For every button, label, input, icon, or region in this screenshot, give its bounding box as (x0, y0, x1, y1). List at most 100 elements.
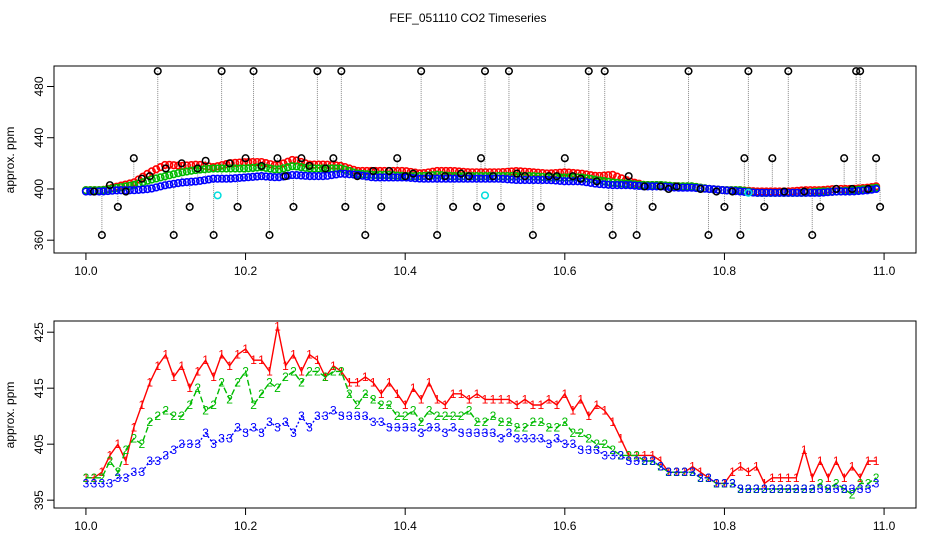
series-3-marker: 3 (522, 432, 529, 446)
series-3-marker: 3 (833, 482, 840, 496)
series-1-point (441, 166, 450, 176)
series-2-point (253, 163, 262, 172)
series-3-marker: 3 (346, 409, 353, 423)
raw-point (169, 231, 178, 240)
series-3-marker: 3 (729, 476, 736, 490)
series-2-point (270, 165, 279, 174)
series-1-point (257, 157, 266, 167)
series-1-marker: 1 (657, 454, 664, 468)
series-1-marker: 1 (154, 359, 161, 373)
series-1-marker: 1 (314, 353, 321, 367)
series-3-point (771, 188, 780, 197)
series-3-point (630, 181, 639, 190)
series-1-marker: 1 (641, 448, 648, 462)
series-3-marker: 3 (625, 454, 632, 468)
series-3-point (314, 172, 323, 181)
series-1-marker: 1 (282, 359, 289, 373)
series-3-marker: 3 (705, 471, 712, 485)
series-3-marker: 3 (466, 426, 473, 440)
series-2-marker: 2 (649, 454, 656, 468)
raw-point (225, 159, 234, 168)
y-tick-label: 425 (32, 322, 46, 342)
series-3-point (332, 170, 341, 179)
series-3-point (867, 185, 876, 194)
raw-point (369, 166, 378, 176)
series-2-marker: 2 (99, 471, 106, 485)
series-3-marker: 3 (577, 443, 584, 457)
series-3-marker: 3 (817, 482, 824, 496)
series-3-marker: 3 (777, 482, 784, 496)
series-1-marker: 1 (482, 392, 489, 406)
series-3-point (248, 172, 257, 181)
series-3-point (134, 185, 143, 194)
series-2-marker: 2 (745, 482, 752, 496)
series-3-marker: 3 (809, 482, 816, 496)
series-1-marker: 1 (202, 353, 209, 367)
series-1-point (446, 166, 455, 176)
series-1-marker: 1 (370, 376, 377, 390)
series-2-marker: 2 (186, 398, 193, 412)
series-1-marker: 1 (649, 448, 656, 462)
series-3-point (415, 174, 424, 183)
raw-point (720, 202, 729, 211)
x-tick-label: 10.2 (234, 519, 258, 533)
series-3-point (648, 182, 657, 191)
series-3-point (775, 188, 784, 197)
series-2-point (340, 165, 350, 174)
series-3-point (498, 174, 508, 183)
series-2-marker: 2 (641, 454, 648, 468)
series-3-point (700, 184, 709, 193)
raw-point (656, 182, 665, 191)
series-3-point (757, 188, 767, 197)
series-2-marker: 2 (761, 482, 768, 496)
series-2-marker: 2 (162, 404, 169, 418)
series-2-point (235, 164, 244, 173)
series-1-marker: 1 (530, 398, 537, 412)
series-3-point (393, 173, 402, 182)
series-2-marker: 2 (83, 471, 90, 485)
series-3-marker: 3 (641, 454, 648, 468)
series-2-marker: 2 (362, 387, 369, 401)
series-3-point (112, 186, 121, 195)
series-3-point (652, 182, 661, 191)
series-3-point (823, 188, 832, 197)
raw-point (800, 187, 809, 196)
series-1-marker: 1 (266, 364, 273, 378)
raw-point (856, 67, 865, 76)
x-tick-label: 10.4 (394, 264, 418, 278)
series-3-marker: 3 (873, 476, 880, 490)
raw-point (712, 187, 721, 196)
series-2-marker: 2 (258, 387, 265, 401)
raw-point (297, 154, 306, 163)
cyan-point (213, 191, 222, 200)
series-2-point (226, 164, 235, 173)
series-3-marker: 3 (569, 437, 576, 451)
series-3-point (749, 188, 758, 197)
raw-point (728, 187, 737, 196)
series-3-marker: 3 (138, 465, 145, 479)
series-2-marker: 2 (817, 476, 824, 490)
series-3-marker: 3 (482, 426, 489, 440)
series-3-marker: 3 (593, 443, 600, 457)
series-1-marker: 1 (162, 348, 169, 362)
series-2-marker: 2 (553, 420, 560, 434)
series-3-marker: 3 (402, 420, 409, 434)
raw-point (329, 154, 338, 163)
series-3-point (801, 188, 810, 197)
series-3-marker: 3 (154, 454, 161, 468)
series-3-point (358, 171, 367, 180)
raw-point (852, 67, 861, 76)
series-3-marker: 3 (378, 415, 385, 429)
series-1-marker: 1 (115, 437, 122, 451)
series-2-point (169, 170, 178, 179)
raw-point (480, 67, 490, 76)
raw-point (608, 231, 617, 240)
series-2-marker: 2 (410, 404, 417, 418)
series-2-marker: 2 (737, 482, 744, 496)
series-3-point (152, 183, 161, 192)
series-3-marker: 3 (266, 415, 273, 429)
series-3-point (819, 188, 828, 197)
series-2-marker: 2 (801, 482, 808, 496)
series-1-marker: 1 (665, 465, 672, 479)
series-3-point (340, 169, 350, 178)
